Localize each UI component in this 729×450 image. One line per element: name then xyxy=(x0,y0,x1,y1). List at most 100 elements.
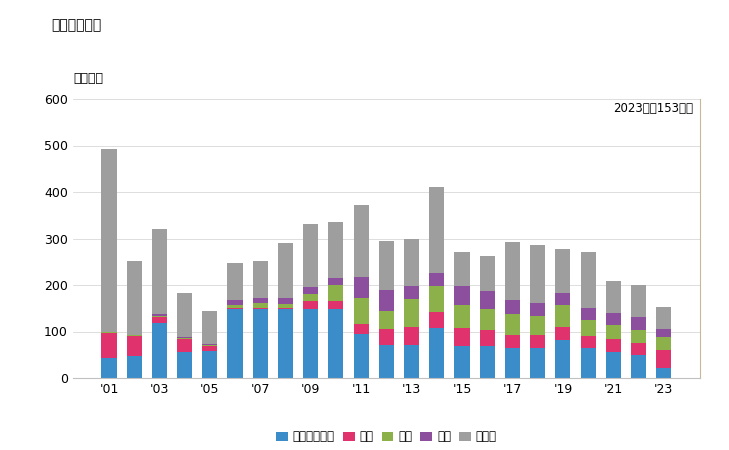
Bar xyxy=(631,355,646,378)
Bar xyxy=(303,309,319,378)
Bar xyxy=(253,297,268,303)
Bar xyxy=(278,298,293,304)
Bar xyxy=(480,256,495,291)
Bar xyxy=(555,305,571,327)
Bar xyxy=(505,300,520,314)
Bar xyxy=(530,316,545,335)
Bar xyxy=(328,309,343,378)
Bar xyxy=(580,308,596,320)
Bar xyxy=(505,348,520,378)
Bar xyxy=(530,335,545,348)
Bar xyxy=(152,316,167,317)
Text: 2023年：153トン: 2023年：153トン xyxy=(614,102,693,115)
Bar xyxy=(328,301,343,309)
Bar xyxy=(227,308,243,309)
Bar xyxy=(127,336,141,356)
Bar xyxy=(354,334,369,378)
Bar xyxy=(227,300,243,306)
Bar xyxy=(429,311,445,328)
Bar xyxy=(152,314,167,316)
Bar xyxy=(227,306,243,308)
Bar xyxy=(656,337,671,350)
Bar xyxy=(303,224,319,287)
Bar xyxy=(480,309,495,330)
Bar xyxy=(303,301,319,309)
Bar xyxy=(404,299,419,327)
Bar xyxy=(580,320,596,336)
Bar xyxy=(580,336,596,348)
Bar xyxy=(454,286,469,305)
Bar xyxy=(278,309,293,378)
Bar xyxy=(379,290,394,310)
Bar xyxy=(379,241,394,290)
Bar xyxy=(606,281,621,313)
Bar xyxy=(656,328,671,337)
Bar xyxy=(202,344,217,346)
Bar xyxy=(505,335,520,348)
Bar xyxy=(429,286,445,311)
Bar xyxy=(177,338,192,339)
Bar xyxy=(253,309,268,378)
Bar xyxy=(253,308,268,309)
Bar xyxy=(631,284,646,317)
Bar xyxy=(656,368,671,378)
Bar xyxy=(328,222,343,278)
Bar xyxy=(303,294,319,301)
Bar xyxy=(278,308,293,309)
Bar xyxy=(177,337,192,338)
Bar xyxy=(202,351,217,378)
Bar xyxy=(253,261,268,297)
Text: 単位トン: 単位トン xyxy=(73,72,103,85)
Bar xyxy=(530,245,545,303)
Bar xyxy=(505,314,520,335)
Bar xyxy=(429,273,445,286)
Bar xyxy=(101,149,117,332)
Bar xyxy=(354,298,369,324)
Bar xyxy=(127,335,141,336)
Bar xyxy=(177,339,192,352)
Bar xyxy=(631,317,646,330)
Bar xyxy=(631,343,646,355)
Bar xyxy=(127,356,141,378)
Bar xyxy=(101,333,117,359)
Bar xyxy=(530,303,545,316)
Bar xyxy=(101,332,117,333)
Bar xyxy=(379,346,394,378)
Bar xyxy=(202,346,217,351)
Bar xyxy=(580,348,596,378)
Bar xyxy=(379,310,394,329)
Bar xyxy=(454,346,469,378)
Bar xyxy=(631,330,646,343)
Bar xyxy=(656,307,671,328)
Bar xyxy=(404,327,419,346)
Bar xyxy=(379,329,394,346)
Legend: インドネシア, 米国, 台湾, 中国, その他: インドネシア, 米国, 台湾, 中国, その他 xyxy=(271,426,502,448)
Bar xyxy=(354,277,369,298)
Bar xyxy=(152,323,167,378)
Bar xyxy=(152,229,167,314)
Text: 輸入量の渏移: 輸入量の渏移 xyxy=(51,18,101,32)
Bar xyxy=(606,313,621,324)
Bar xyxy=(328,284,343,301)
Bar xyxy=(555,293,571,305)
Bar xyxy=(454,252,469,286)
Bar xyxy=(404,346,419,378)
Bar xyxy=(480,330,495,346)
Bar xyxy=(454,328,469,346)
Bar xyxy=(404,286,419,299)
Bar xyxy=(278,304,293,308)
Bar xyxy=(454,305,469,328)
Bar xyxy=(429,187,445,273)
Bar xyxy=(555,340,571,378)
Bar xyxy=(202,310,217,344)
Bar xyxy=(505,242,520,300)
Bar xyxy=(606,352,621,378)
Bar xyxy=(177,352,192,378)
Bar xyxy=(480,346,495,378)
Bar xyxy=(354,324,369,334)
Bar xyxy=(656,350,671,368)
Bar xyxy=(555,327,571,340)
Bar xyxy=(580,252,596,308)
Bar xyxy=(328,278,343,284)
Bar xyxy=(606,339,621,352)
